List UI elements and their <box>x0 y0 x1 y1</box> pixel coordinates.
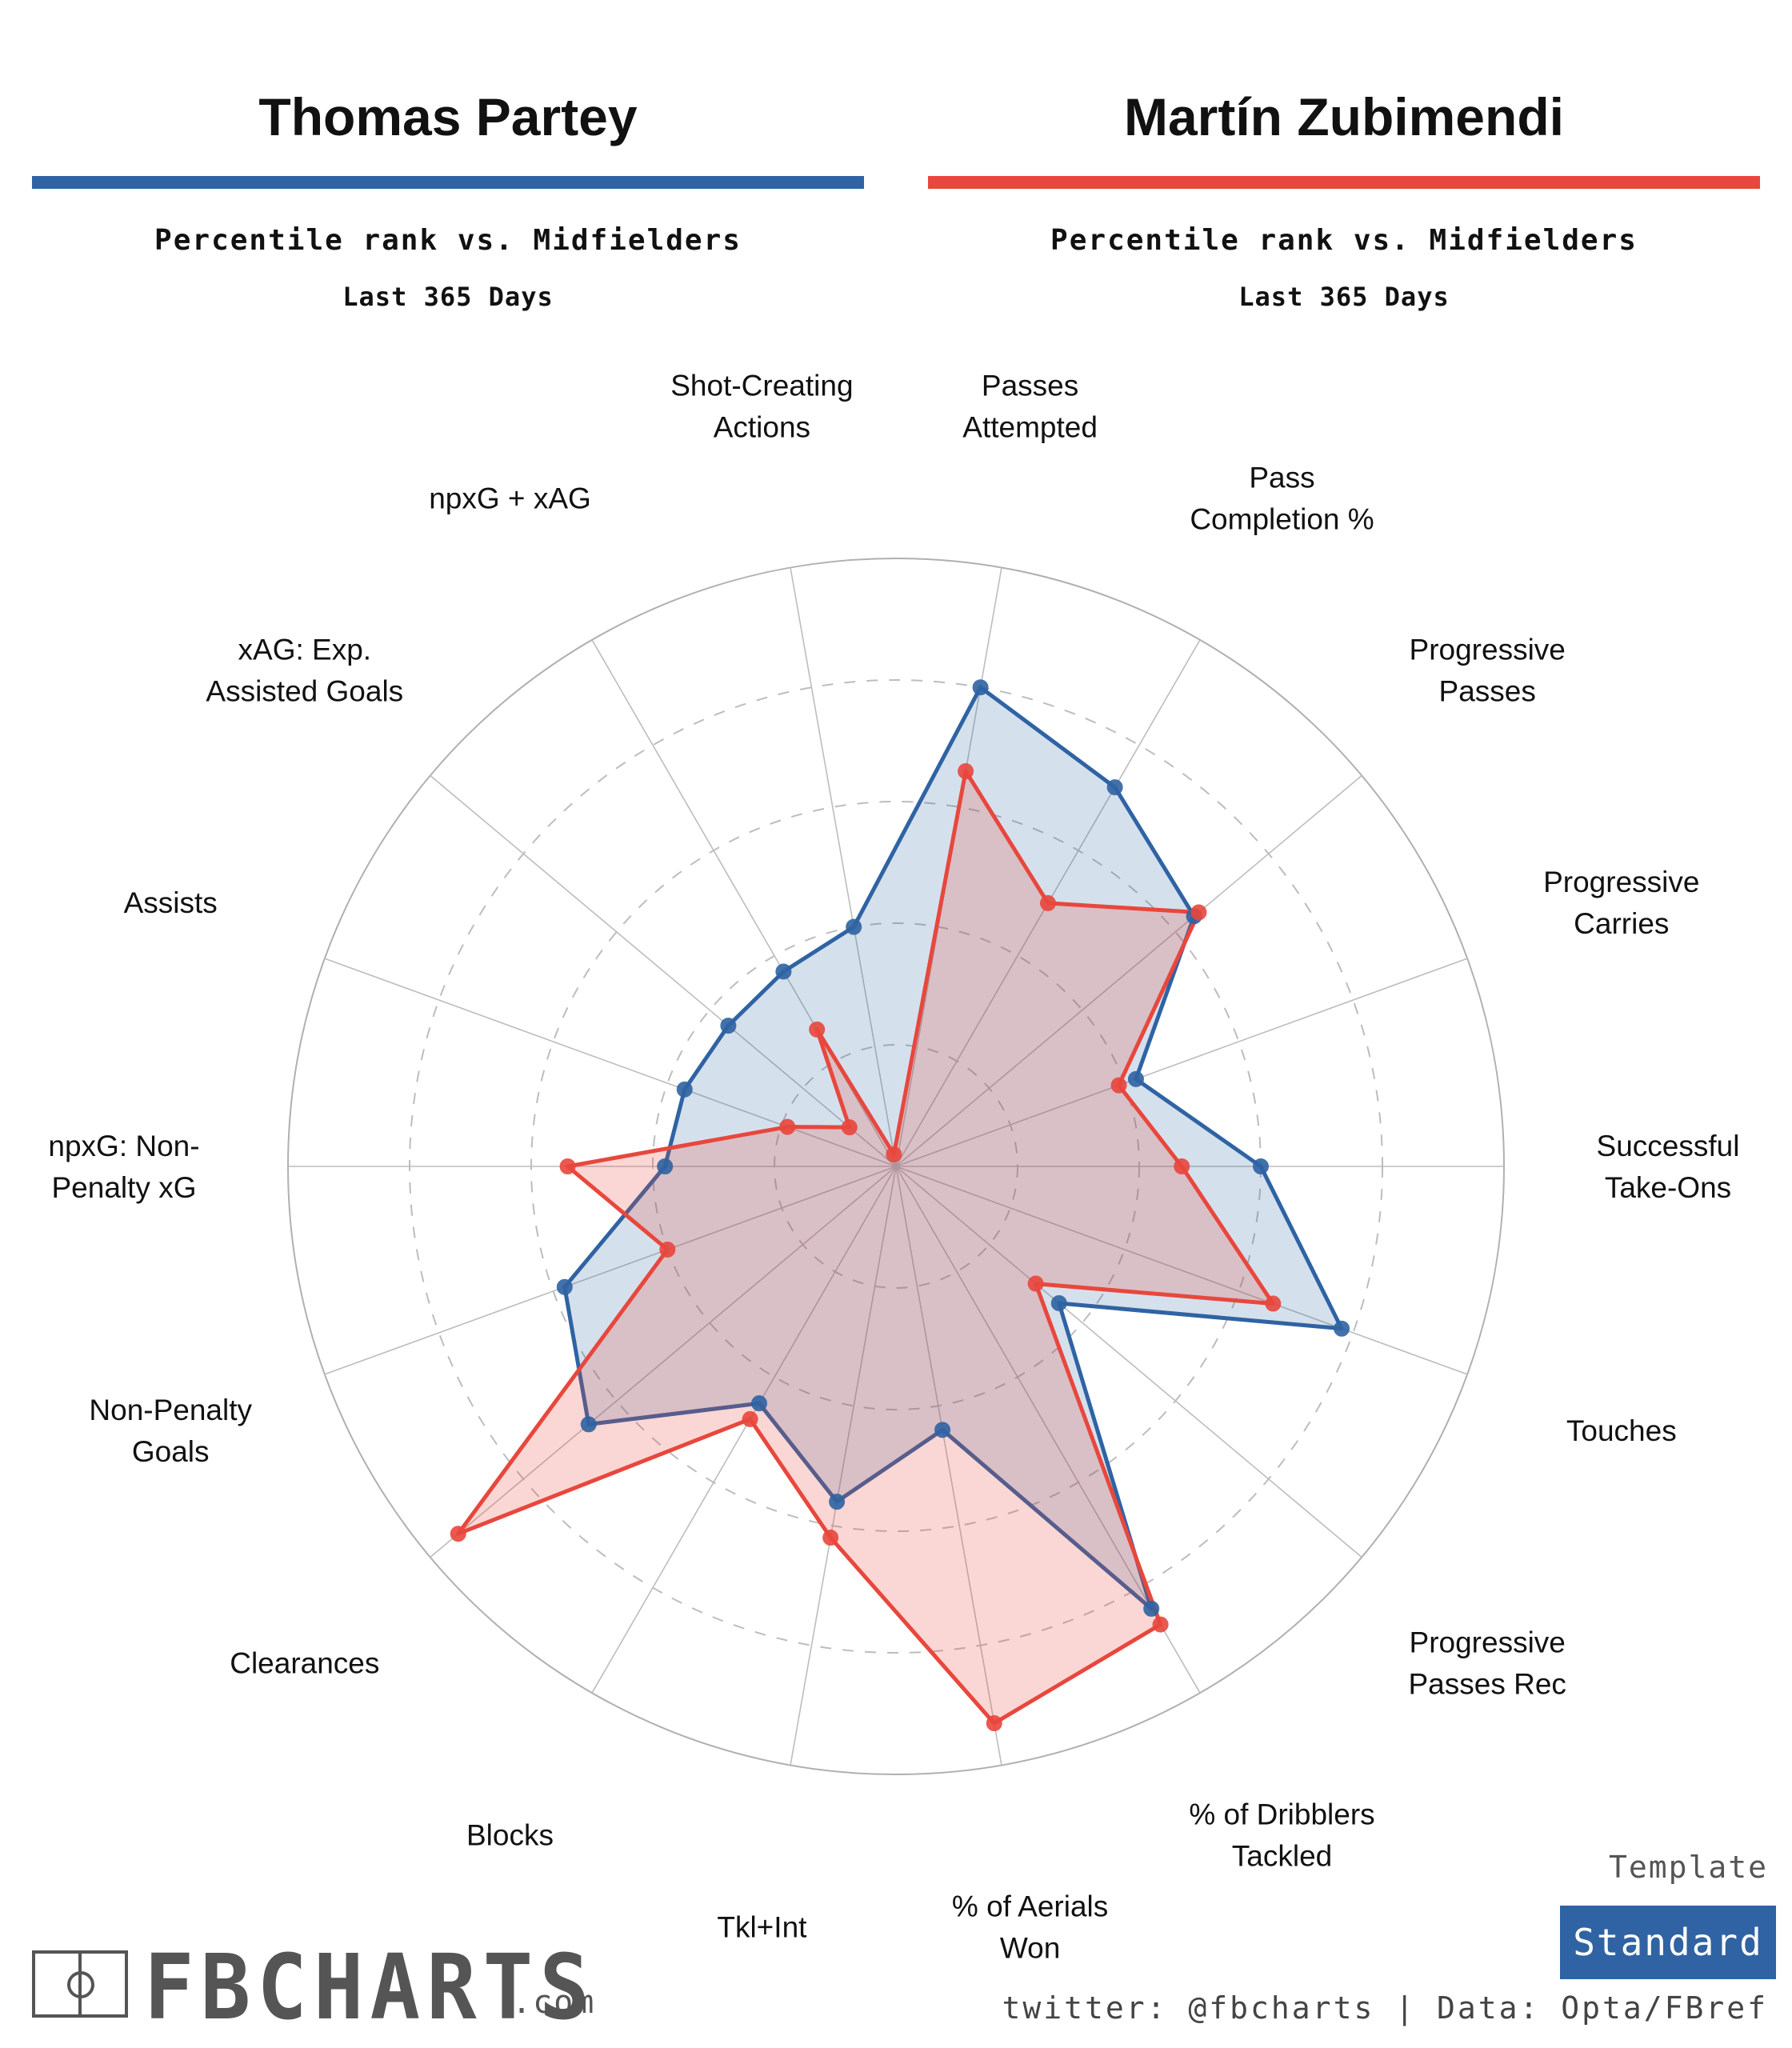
right-player-name: Martín Zubimendi <box>1124 87 1564 146</box>
point-zubimendi-17 <box>809 1021 826 1038</box>
left-player-bar <box>32 176 864 189</box>
axis-label-17: npxG + xAG <box>429 482 591 514</box>
axis-label-2: Pass Completion % <box>1190 461 1374 535</box>
point-zubimendi-7 <box>1027 1275 1044 1292</box>
point-zubimendi-14 <box>559 1158 576 1174</box>
point-zubimendi-11 <box>742 1410 758 1427</box>
axis-label-3: Progressive Passes <box>1410 634 1566 708</box>
point-partey-16 <box>720 1018 737 1034</box>
point-partey-1 <box>972 679 989 696</box>
point-zubimendi-6 <box>1265 1295 1282 1312</box>
axis-label-10: Tkl+Int <box>717 1910 807 1943</box>
point-partey-5 <box>1253 1158 1269 1174</box>
point-zubimendi-10 <box>822 1530 839 1546</box>
axis-label-6: Touches <box>1566 1414 1677 1447</box>
spoke-3 <box>895 774 1362 1167</box>
point-partey-13 <box>556 1278 573 1295</box>
spoke-11 <box>591 1166 897 1694</box>
right-period: Last 365 Days <box>1238 282 1450 312</box>
spoke-6 <box>895 1166 1468 1375</box>
data-credit: twitter: @fbcharts | Data: Opta/FBref <box>1002 1990 1768 2026</box>
point-zubimendi-1 <box>958 763 974 780</box>
axis-label-5: Successful Take-Ons <box>1597 1130 1740 1204</box>
point-partey-18 <box>846 918 862 935</box>
spoke-12 <box>430 1166 897 1558</box>
point-partey-11 <box>751 1395 767 1412</box>
point-partey-4 <box>1127 1070 1144 1087</box>
axis-label-16: xAG: Exp. Assisted Goals <box>206 634 403 708</box>
spoke-15 <box>324 958 897 1167</box>
right-player-bar <box>928 176 1760 189</box>
point-zubimendi-9 <box>986 1715 1002 1732</box>
point-partey-17 <box>775 963 792 980</box>
point-partey-6 <box>1334 1320 1350 1337</box>
point-partey-2 <box>1106 779 1123 796</box>
point-zubimendi-12 <box>450 1526 466 1542</box>
spoke-7 <box>895 1166 1362 1558</box>
point-zubimendi-8 <box>1152 1616 1169 1633</box>
spoke-18 <box>790 567 897 1167</box>
axis-label-4: Progressive Carries <box>1543 866 1699 940</box>
spoke-9 <box>895 1166 1002 1766</box>
point-zubimendi-18 <box>886 1146 902 1163</box>
point-partey-12 <box>580 1416 597 1433</box>
pitch-icon <box>32 1950 128 2018</box>
point-partey-14 <box>657 1158 674 1174</box>
axis-label-15: Assists <box>124 886 218 919</box>
axis-label-18: Shot-Creating Actions <box>670 370 853 444</box>
axis-label-13: Non-Penalty Goals <box>89 1394 252 1468</box>
right-subtitle: Percentile rank vs. Midfielders <box>1050 224 1638 257</box>
spoke-10 <box>790 1166 897 1766</box>
point-zubimendi-5 <box>1174 1158 1190 1174</box>
template-label: Template <box>1608 1850 1768 1885</box>
spoke-16 <box>430 774 897 1167</box>
spoke-4 <box>895 958 1468 1167</box>
left-period: Last 365 Days <box>342 282 554 312</box>
point-zubimendi-3 <box>1190 904 1207 921</box>
axis-label-7: Progressive Passes Rec <box>1408 1626 1566 1700</box>
point-zubimendi-15 <box>779 1118 796 1135</box>
point-zubimendi-2 <box>1040 894 1056 911</box>
axis-label-12: Clearances <box>230 1646 379 1679</box>
template-standard-badge: Standard <box>1560 1906 1776 1979</box>
point-partey-15 <box>676 1081 693 1098</box>
point-partey-8 <box>1143 1600 1160 1617</box>
axis-label-9: % of Aerials Won <box>952 1890 1108 1964</box>
logo-text: FBCHARTS <box>144 1934 596 2040</box>
axis-label-8: % of Dribblers Tackled <box>1189 1798 1374 1873</box>
left-player-name: Thomas Partey <box>258 87 638 146</box>
spoke-13 <box>324 1166 897 1375</box>
point-zubimendi-13 <box>659 1241 676 1258</box>
axis-label-11: Blocks <box>466 1819 554 1852</box>
axis-label-14: npxG: Non-Penalty xG <box>48 1130 199 1204</box>
point-zubimendi-4 <box>1110 1077 1127 1094</box>
point-partey-10 <box>829 1494 846 1510</box>
point-zubimendi-16 <box>841 1119 858 1136</box>
point-partey-9 <box>934 1422 951 1438</box>
point-partey-7 <box>1050 1294 1067 1311</box>
axis-label-1: Passes Attempted <box>962 370 1098 444</box>
left-subtitle: Percentile rank vs. Midfielders <box>154 224 742 257</box>
logo-suffix: .com <box>512 1984 596 2021</box>
